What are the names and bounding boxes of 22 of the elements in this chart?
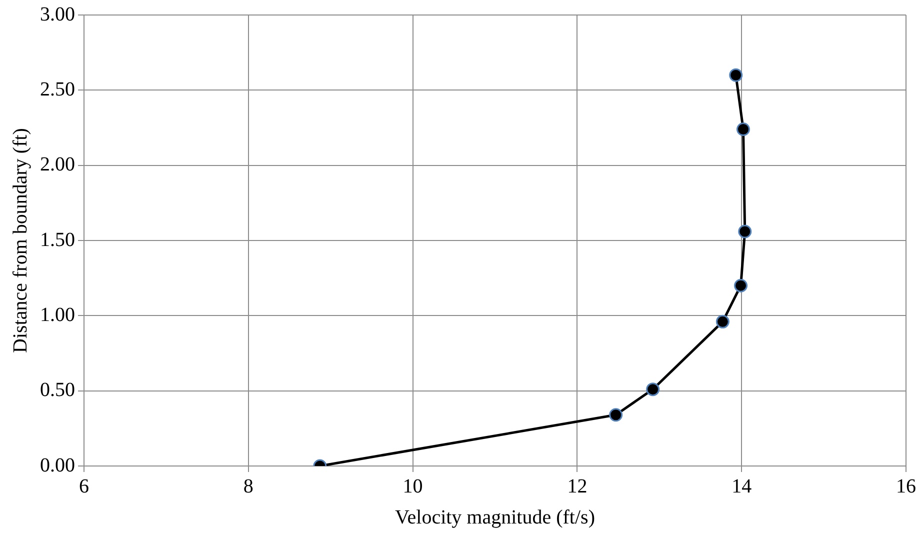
y-tick-label: 2.00 <box>40 154 75 176</box>
point <box>736 122 750 136</box>
point <box>646 382 660 396</box>
x-tick-label: 8 <box>243 475 254 498</box>
x-tick-label: 14 <box>732 475 752 498</box>
y-tick-label: 3.00 <box>40 3 75 26</box>
point <box>609 408 623 422</box>
point <box>738 224 752 238</box>
point <box>734 278 748 292</box>
x-tick-label: 12 <box>567 475 588 498</box>
x-tick-label: 6 <box>79 475 89 498</box>
x-tick-label: 16 <box>896 475 916 498</box>
x-tick-label: 10 <box>402 475 423 498</box>
y-tick-label: 1.50 <box>40 228 75 251</box>
y-tick-label: 2.50 <box>40 78 75 100</box>
y-axis-title: Distance from boundary (ft) <box>9 128 32 353</box>
x-axis-title: Velocity magnitude (ft/s) <box>395 506 595 528</box>
y-tick-label: 1.00 <box>40 304 75 326</box>
point <box>716 314 730 328</box>
y-tick-label: 0.00 <box>40 454 75 476</box>
y-tick-label: 0.50 <box>40 379 75 402</box>
point <box>729 68 743 82</box>
